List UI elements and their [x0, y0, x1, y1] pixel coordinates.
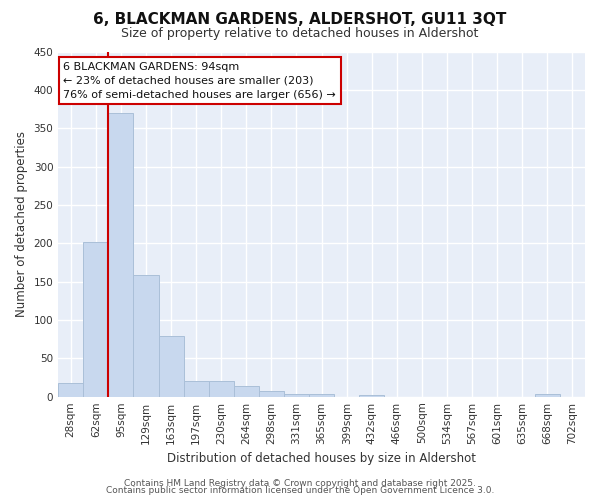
Bar	[58, 383, 83, 396]
Y-axis label: Number of detached properties: Number of detached properties	[15, 131, 28, 317]
X-axis label: Distribution of detached houses by size in Aldershot: Distribution of detached houses by size …	[167, 452, 476, 465]
Bar	[133, 276, 158, 396]
Bar	[284, 394, 309, 396]
Text: Contains public sector information licensed under the Open Government Licence 3.: Contains public sector information licen…	[106, 486, 494, 495]
Text: Contains HM Land Registry data © Crown copyright and database right 2025.: Contains HM Land Registry data © Crown c…	[124, 478, 476, 488]
Text: Size of property relative to detached houses in Aldershot: Size of property relative to detached ho…	[121, 28, 479, 40]
Bar	[184, 382, 209, 396]
Text: 6 BLACKMAN GARDENS: 94sqm
← 23% of detached houses are smaller (203)
76% of semi: 6 BLACKMAN GARDENS: 94sqm ← 23% of detac…	[64, 62, 336, 100]
Text: 6, BLACKMAN GARDENS, ALDERSHOT, GU11 3QT: 6, BLACKMAN GARDENS, ALDERSHOT, GU11 3QT	[94, 12, 506, 28]
Bar	[535, 394, 560, 396]
Bar	[359, 395, 385, 396]
Bar	[109, 113, 133, 397]
Bar	[209, 382, 234, 396]
Bar	[158, 336, 184, 396]
Bar	[309, 394, 334, 396]
Bar	[234, 386, 259, 396]
Bar	[83, 242, 109, 396]
Bar	[259, 392, 284, 396]
